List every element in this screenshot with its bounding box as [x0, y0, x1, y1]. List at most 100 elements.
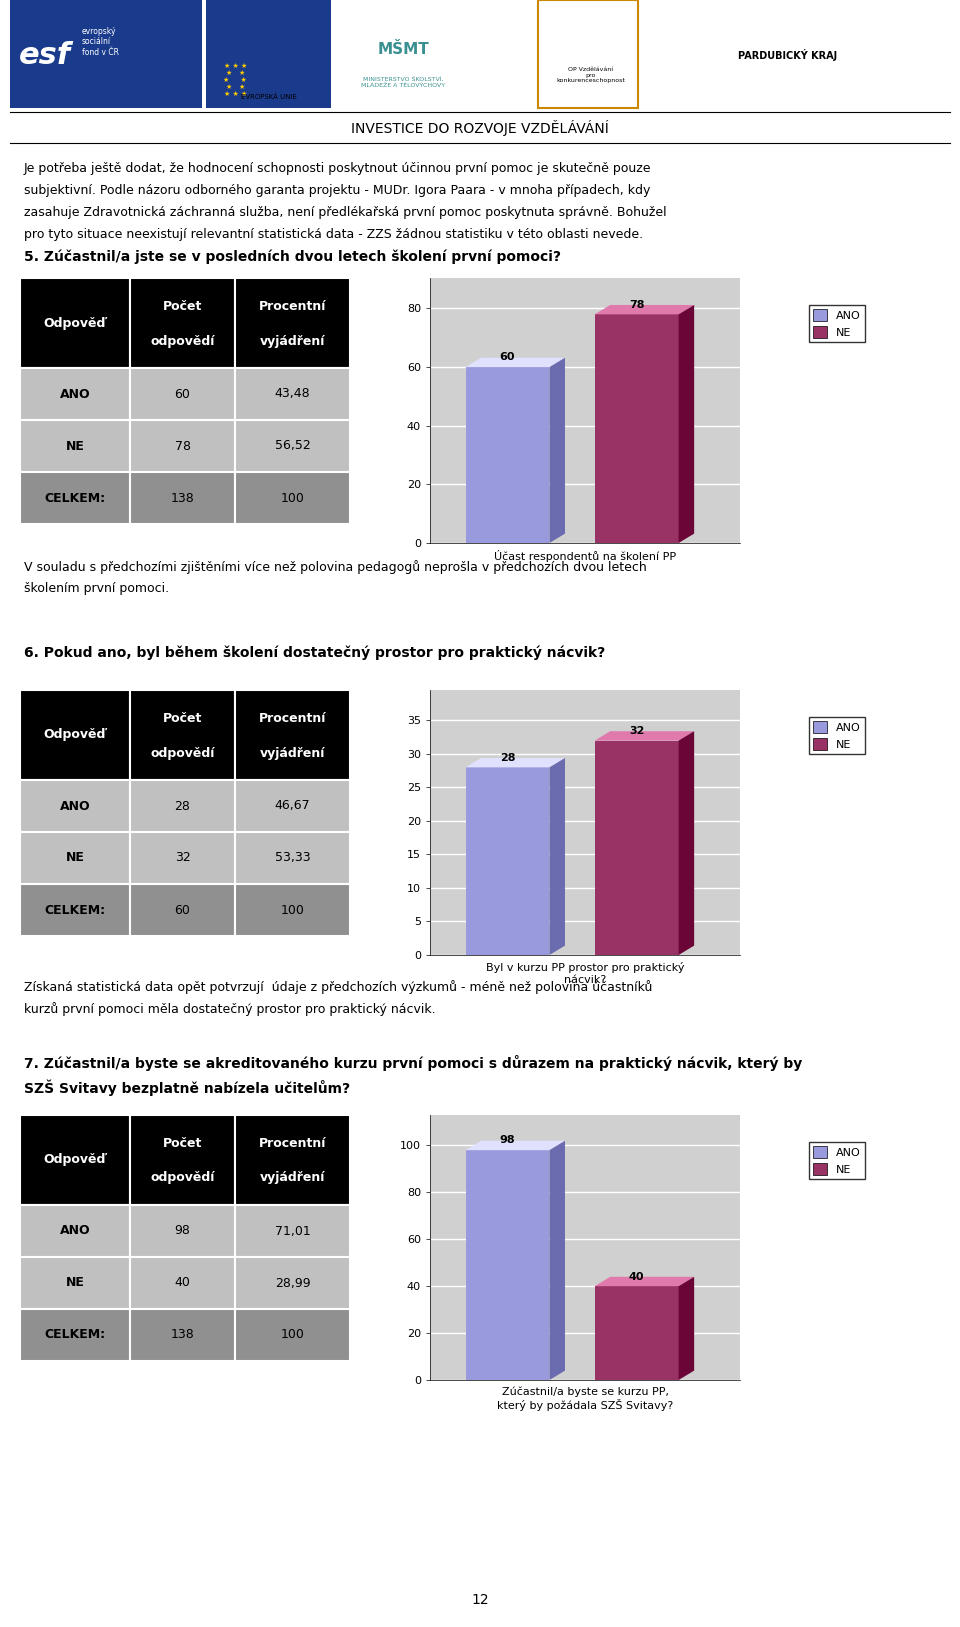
Bar — [235, 690, 350, 779]
Text: CELKEM:: CELKEM: — [44, 491, 106, 504]
Bar — [235, 1258, 350, 1310]
Polygon shape — [679, 1277, 694, 1380]
Text: 71,01: 71,01 — [275, 1225, 310, 1238]
X-axis label: Zúčastnil/a byste se kurzu PP,
který by požádala SZŠ Svitavy?: Zúčastnil/a byste se kurzu PP, který by … — [497, 1386, 673, 1412]
Text: pro tyto situace neexistují relevantní statistická data - ZZS žádnou statistiku : pro tyto situace neexistují relevantní s… — [24, 228, 643, 241]
Bar — [235, 1206, 350, 1258]
Bar — [20, 779, 130, 831]
Text: školením první pomoci.: školením první pomoci. — [24, 582, 169, 595]
Polygon shape — [466, 1141, 565, 1150]
Bar — [20, 1258, 130, 1310]
Bar — [466, 768, 549, 955]
Text: SZŠ Svitavy bezplatně nabízela učitelům?: SZŠ Svitavy bezplatně nabízela učitelům? — [24, 1079, 350, 1095]
Bar — [130, 420, 235, 472]
Text: 100: 100 — [280, 903, 304, 916]
Text: 100: 100 — [280, 1329, 304, 1342]
Text: 43,48: 43,48 — [275, 387, 310, 400]
Text: 6. Pokud ano, byl během školení dostatečný prostor pro praktický nácvik?: 6. Pokud ano, byl během školení dostateč… — [24, 644, 605, 659]
Bar — [466, 368, 549, 543]
Bar — [235, 883, 350, 936]
Bar — [235, 368, 350, 420]
Bar — [20, 831, 130, 883]
Text: CELKEM:: CELKEM: — [44, 1329, 106, 1342]
Text: ★ ★ ★
★   ★
★     ★
★   ★
★ ★ ★: ★ ★ ★ ★ ★ ★ ★ ★ ★ ★ ★ ★ — [224, 63, 247, 98]
Bar — [20, 1114, 130, 1206]
Polygon shape — [549, 758, 565, 955]
Text: zasahuje Zdravotnická záchranná služba, není předlékařská první pomoc poskytnuta: zasahuje Zdravotnická záchranná služba, … — [24, 207, 666, 220]
Bar — [130, 1206, 235, 1258]
Text: 60: 60 — [175, 903, 190, 916]
Text: 40: 40 — [175, 1277, 190, 1290]
Polygon shape — [549, 358, 565, 543]
Text: 28: 28 — [175, 799, 190, 812]
Bar — [130, 690, 235, 779]
Bar — [235, 831, 350, 883]
Polygon shape — [594, 1277, 694, 1287]
Text: kurzů první pomoci měla dostatečný prostor pro praktický nácvik.: kurzů první pomoci měla dostatečný prost… — [24, 1002, 436, 1015]
Polygon shape — [466, 758, 565, 768]
Text: V souladu s předchozími zjištěními více než polovina pedagogů neprošla v předcho: V souladu s předchozími zjištěními více … — [24, 560, 647, 574]
Text: INVESTICE DO ROZVOJE VZDĚLÁVÁNÍ: INVESTICE DO ROZVOJE VZDĚLÁVÁNÍ — [351, 120, 609, 137]
Bar — [130, 1310, 235, 1362]
Text: 28: 28 — [500, 753, 516, 763]
Text: 98: 98 — [175, 1225, 190, 1238]
Bar — [235, 472, 350, 524]
Bar — [20, 1310, 130, 1362]
Bar — [206, 0, 331, 107]
Text: 138: 138 — [171, 491, 194, 504]
X-axis label: Byl v kurzu PP prostor pro praktický
nácvik?: Byl v kurzu PP prostor pro praktický nác… — [486, 962, 684, 984]
Text: 7. Zúčastnil/a byste se akreditovaného kurzu první pomoci s důrazem na praktický: 7. Zúčastnil/a byste se akreditovaného k… — [24, 1054, 803, 1071]
Bar — [538, 0, 638, 107]
Text: 32: 32 — [175, 851, 190, 864]
Bar — [130, 1114, 235, 1206]
Bar — [594, 1287, 679, 1380]
Text: odpovědí: odpovědí — [151, 747, 215, 760]
Text: NE: NE — [65, 439, 84, 452]
Polygon shape — [679, 304, 694, 543]
Text: Procentní: Procentní — [259, 301, 326, 314]
Text: 98: 98 — [500, 1136, 516, 1145]
Text: 5. Zúčastnil/a jste se v posledních dvou letech školení první pomoci?: 5. Zúčastnil/a jste se v posledních dvou… — [24, 251, 561, 265]
Text: Je potřeba ještě dodat, že hodnocení schopnosti poskytnout účinnou první pomoc j: Je potřeba ještě dodat, že hodnocení sch… — [24, 163, 652, 176]
Text: vyjádření: vyjádření — [260, 335, 325, 348]
Legend: ANO, NE: ANO, NE — [808, 304, 865, 342]
Bar — [20, 1206, 130, 1258]
Legend: ANO, NE: ANO, NE — [808, 1142, 865, 1180]
Text: 40: 40 — [629, 1272, 644, 1282]
Bar — [10, 0, 202, 107]
Text: NE: NE — [65, 851, 84, 864]
Polygon shape — [679, 731, 694, 955]
Text: vyjádření: vyjádření — [260, 747, 325, 760]
Bar — [20, 368, 130, 420]
Text: Odpověď: Odpověď — [44, 317, 107, 330]
Bar — [235, 420, 350, 472]
Text: 53,33: 53,33 — [275, 851, 310, 864]
Text: vyjádření: vyjádření — [260, 1171, 325, 1184]
Bar — [20, 472, 130, 524]
Text: CELKEM:: CELKEM: — [44, 903, 106, 916]
Text: 60: 60 — [500, 353, 516, 363]
Text: Získaná statistická data opět potvrzují  údaje z předchozích výzkumů - méně než : Získaná statistická data opět potvrzují … — [24, 979, 653, 994]
Text: odpovědí: odpovědí — [151, 335, 215, 348]
Legend: ANO, NE: ANO, NE — [808, 718, 865, 753]
Bar — [130, 368, 235, 420]
Bar — [130, 1258, 235, 1310]
Bar — [594, 314, 679, 543]
X-axis label: Účast respondentů na školení PP: Účast respondentů na školení PP — [494, 550, 676, 561]
Polygon shape — [594, 731, 694, 740]
Text: MINISTERSTVO ŠKOLSTVÍ,
MLÁDEŽE A TĚLOVÝCHOVY: MINISTERSTVO ŠKOLSTVÍ, MLÁDEŽE A TĚLOVÝC… — [361, 76, 445, 88]
Text: PARDUBICKÝ KRAJ: PARDUBICKÝ KRAJ — [737, 49, 837, 60]
Text: ANO: ANO — [60, 1225, 90, 1238]
Bar — [235, 779, 350, 831]
Bar — [130, 831, 235, 883]
Polygon shape — [594, 304, 694, 314]
Bar — [130, 472, 235, 524]
Text: Počet: Počet — [163, 713, 203, 726]
Text: NE: NE — [65, 1277, 84, 1290]
Text: 56,52: 56,52 — [275, 439, 310, 452]
Text: MŠMT: MŠMT — [377, 42, 429, 57]
Bar — [594, 740, 679, 955]
Text: 28,99: 28,99 — [275, 1277, 310, 1290]
Text: ANO: ANO — [60, 387, 90, 400]
Text: EVROPSKÁ UNIE: EVROPSKÁ UNIE — [241, 93, 297, 99]
